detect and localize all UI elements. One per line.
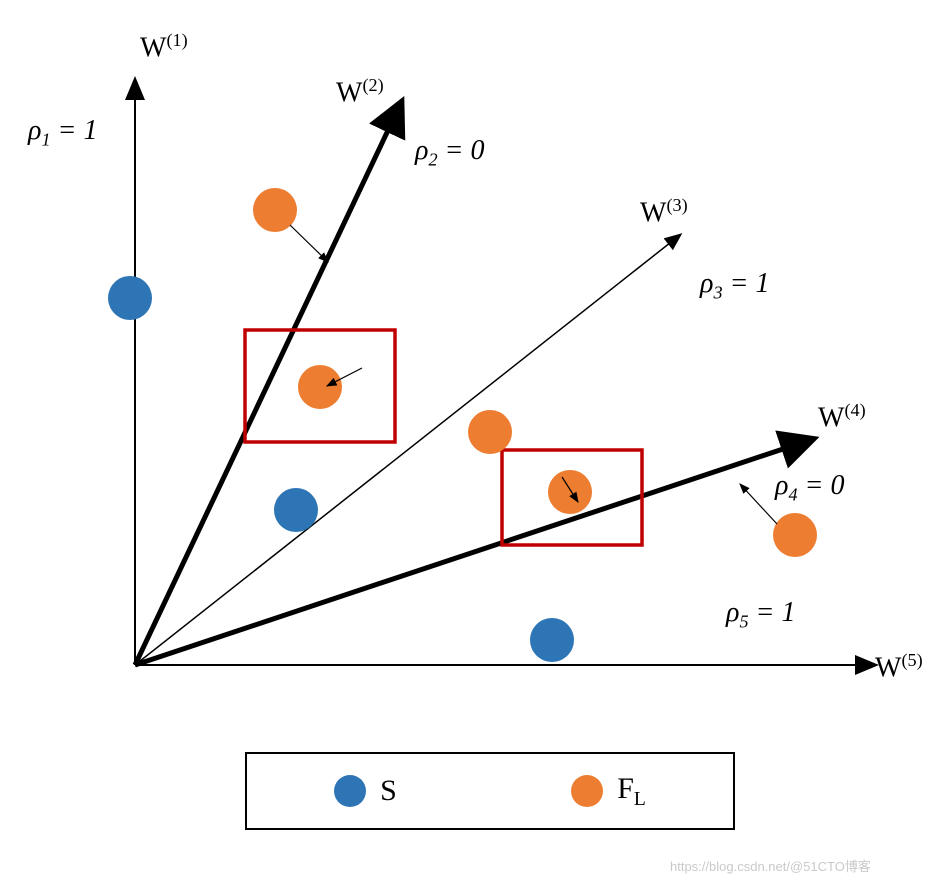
diagram-svg — [0, 0, 946, 880]
small-arrow-0 — [290, 225, 328, 262]
label-rho4: ρ4 = 0 — [775, 470, 844, 506]
point-FL-2 — [468, 410, 512, 454]
diagram-container: W(1) W(2) W(3) W(4) W(5) ρ1 = 1 ρ2 = 0 ρ3 = 1 ρ4… — [0, 0, 946, 880]
legend-dot-fl — [571, 775, 603, 807]
label-rho2: ρ2 = 0 — [415, 135, 484, 171]
point-FL-3 — [548, 470, 592, 514]
legend-box: S FL — [245, 752, 735, 830]
point-S-2 — [530, 618, 574, 662]
label-rho3: ρ3 = 1 — [700, 268, 769, 304]
legend-item-fl: FL — [571, 772, 646, 811]
axis-W4 — [135, 440, 810, 665]
legend-item-s: S — [334, 774, 397, 808]
watermark: https://blog.csdn.net/@51CTO博客 — [670, 856, 871, 875]
axis-label-W5: W(5) — [875, 650, 923, 684]
axis-label-W1: W(1) — [140, 30, 188, 64]
data-points — [108, 188, 817, 662]
axis-W2 — [135, 105, 400, 665]
point-FL-1 — [298, 365, 342, 409]
legend-dot-s — [334, 775, 366, 807]
point-S-1 — [274, 488, 318, 532]
point-S-0 — [108, 276, 152, 320]
small-arrow-3 — [740, 484, 777, 524]
axis-label-W2: W(2) — [336, 75, 384, 109]
label-rho1: ρ1 = 1 — [28, 115, 97, 151]
axis-label-W4: W(4) — [818, 400, 866, 434]
label-rho5: ρ5 = 1 — [726, 597, 795, 633]
point-FL-4 — [773, 513, 817, 557]
legend-label-fl: FL — [617, 772, 646, 811]
axis-label-W3: W(3) — [640, 195, 688, 229]
legend-label-s: S — [380, 774, 397, 808]
